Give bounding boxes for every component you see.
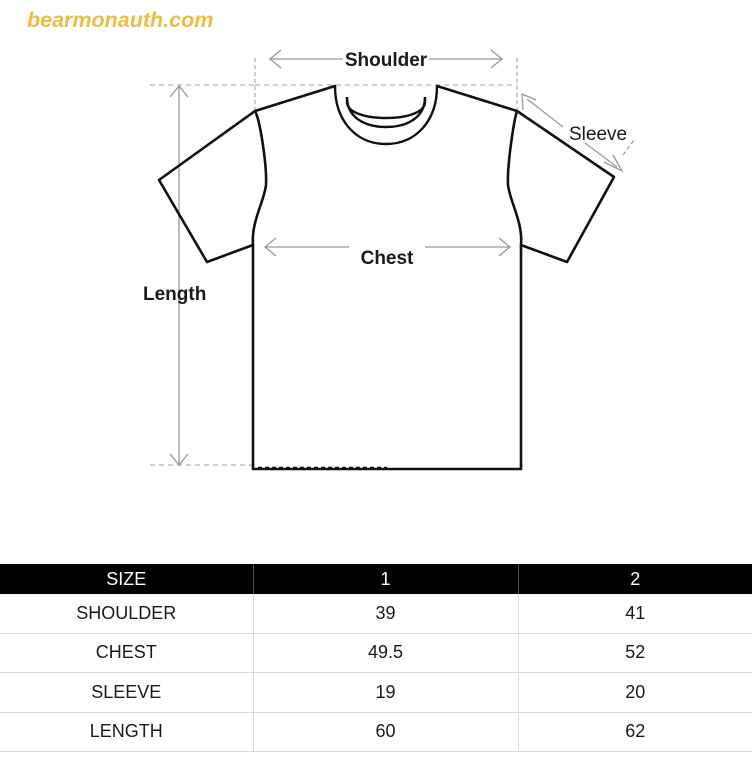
svg-text:Shoulder: Shoulder bbox=[345, 50, 428, 71]
svg-text:Sleeve: Sleeve bbox=[569, 124, 627, 145]
svg-text:Chest: Chest bbox=[361, 248, 414, 269]
svg-text:Length: Length bbox=[143, 284, 206, 305]
